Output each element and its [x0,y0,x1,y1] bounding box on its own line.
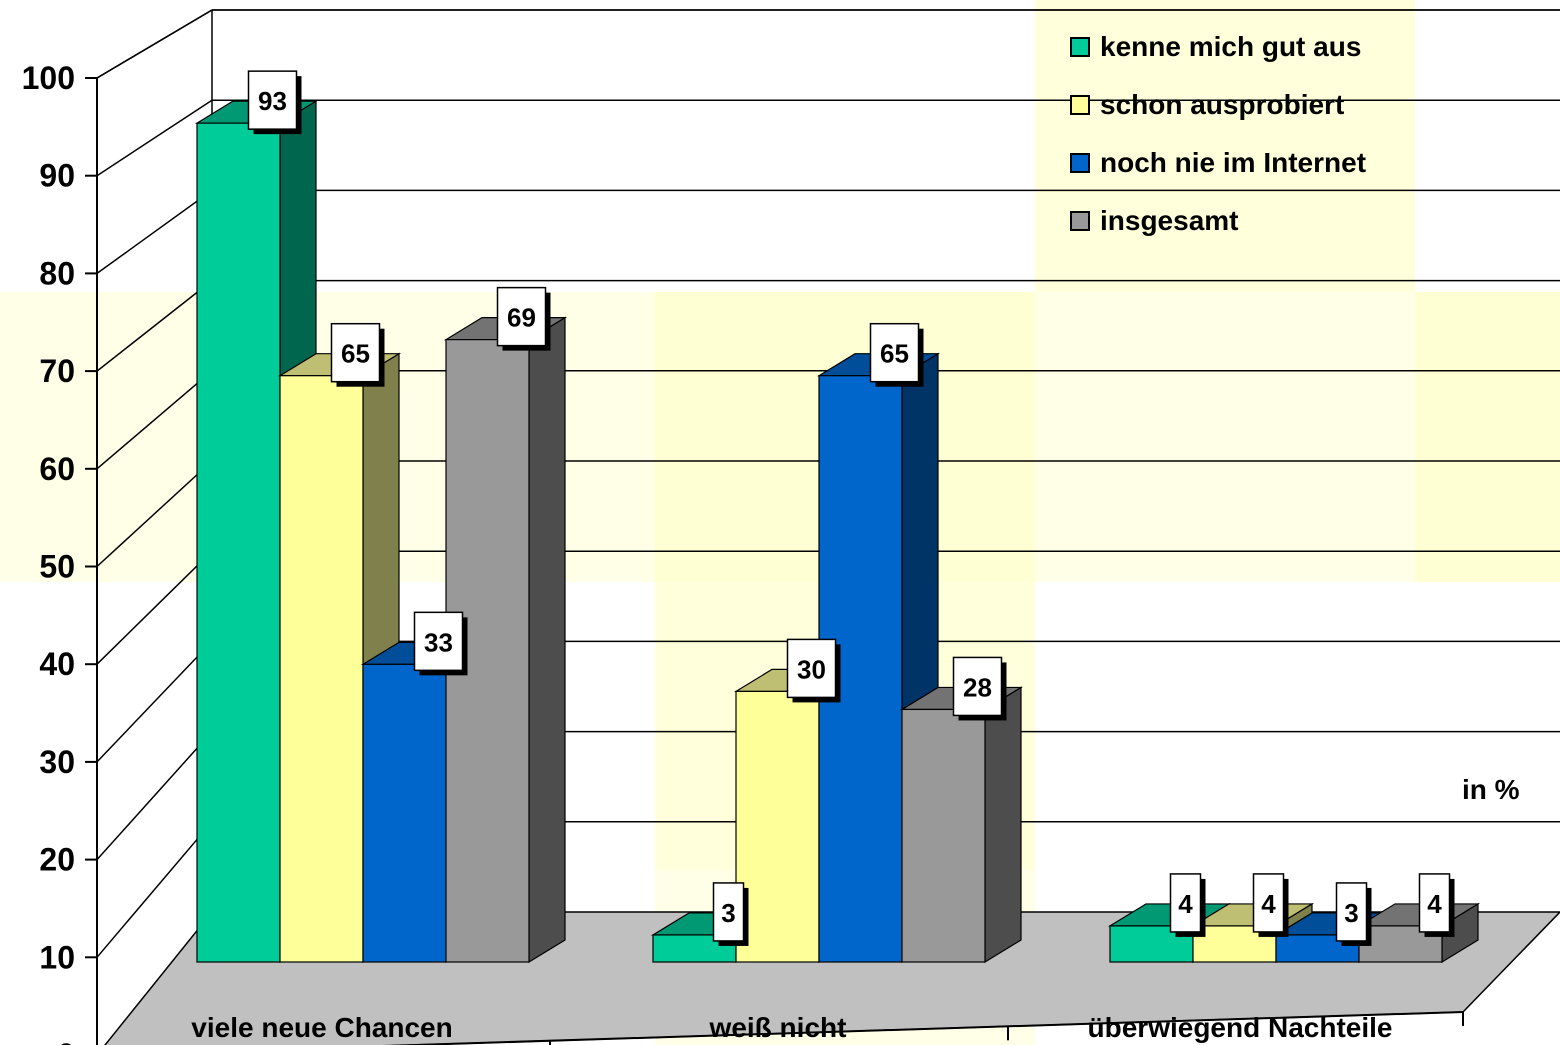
y-tick-label: 100 [22,60,75,96]
axes: 0 10 20 30 40 50 60 70 80 90 100 viele neue Chancen… [22,60,1464,1045]
legend-swatch [1070,153,1090,173]
data-label-text: 65 [880,339,909,369]
legend-label: insgesamt [1100,205,1239,236]
legend-item: noch nie im Internet [1070,134,1410,192]
y-tick-label: 0 [57,1037,75,1045]
gridline-side [96,550,213,665]
gridline-side [96,821,213,958]
x-category-label: viele neue Chancen [191,1012,452,1043]
data-label-text: 4 [1427,889,1442,919]
data-label-text: 30 [797,654,826,684]
data-label: 4 [1252,873,1289,937]
legend-label: noch nie im Internet [1100,147,1367,178]
data-label: 4 [1418,873,1455,937]
bar-front [196,122,281,963]
data-label-box [247,70,298,130]
legend-item: schon ausprobiert [1070,76,1410,134]
data-label-box [1418,873,1451,933]
legend-swatch [1070,211,1090,231]
y-tick-label: 40 [39,646,75,682]
data-label-box [786,638,837,699]
bar-front [1275,934,1360,963]
data-label: 30 [786,638,841,703]
bar [899,686,1024,964]
data-label-text: 4 [1261,889,1276,919]
legend-swatch [1070,95,1090,115]
data-label-text: 3 [1344,898,1358,928]
background-band [1415,292,1560,582]
data-label-text: 69 [507,303,536,333]
gridline-side [96,280,213,372]
data-labels: 93 3 4 65 30 4 33 65 3 69 28 4 [247,70,1455,946]
data-label-box [712,882,745,942]
y-tick-label: 50 [39,549,75,585]
data-label-text: 93 [258,86,287,116]
legend-item: kenne mich gut aus [1070,18,1410,76]
data-label-box [952,656,1003,717]
gridline-side [96,731,213,861]
gridline-side [96,99,213,177]
legend-label: schon ausprobiert [1100,89,1345,120]
y-tick-label: 60 [39,451,75,487]
bar-side [984,686,1022,964]
data-label: 69 [496,286,551,351]
y-tick-label: 30 [39,744,75,780]
data-label-text: 65 [341,339,370,369]
gridline-side [96,370,213,470]
y-tick-label: 70 [39,353,75,389]
data-label: 28 [952,656,1007,721]
data-label-box [1252,873,1285,933]
background-band [1035,0,1415,292]
data-label-box [496,286,547,347]
data-label: 3 [1335,882,1372,946]
data-label-box [869,322,920,383]
y-tick-label: 20 [39,842,75,878]
data-label: 33 [413,611,468,676]
data-label: 4 [1169,873,1206,937]
data-label: 65 [869,322,924,387]
x-category-label: überwiegend Nachteile [1088,1012,1393,1043]
legend: kenne mich gut aus schon ausprobiert noc… [1070,18,1410,250]
data-label-box [330,322,381,383]
gridline-side [96,189,213,275]
data-label-box [1335,882,1368,942]
data-label-box [413,611,464,672]
data-label-box [1169,873,1202,933]
bar-front [362,663,447,963]
bar-front [735,690,820,963]
bar-front [279,375,364,963]
x-category-label: weiß nicht [709,1012,847,1043]
legend-swatch [1070,37,1090,57]
data-label: 93 [247,70,302,135]
legend-item: insgesamt [1070,192,1410,250]
y-tick-label: 10 [39,939,75,975]
data-label: 65 [330,322,385,387]
gridline-side [96,9,213,79]
data-label: 3 [712,882,749,946]
data-label-text: 28 [963,672,992,702]
data-label-text: 4 [1178,889,1193,919]
bar-front [1192,925,1277,963]
y-tick-label: 80 [39,255,75,291]
data-label-text: 33 [424,627,453,657]
bar-front [901,708,986,963]
data-label-text: 3 [721,898,735,928]
unit-label: in % [1462,774,1520,805]
bar-side [528,316,566,964]
gridline-side [96,640,213,763]
legend-label: kenne mich gut aus [1100,31,1362,62]
x-axis [382,1011,1464,1045]
gridline-side [96,460,213,568]
y-tick-label: 90 [39,158,75,194]
